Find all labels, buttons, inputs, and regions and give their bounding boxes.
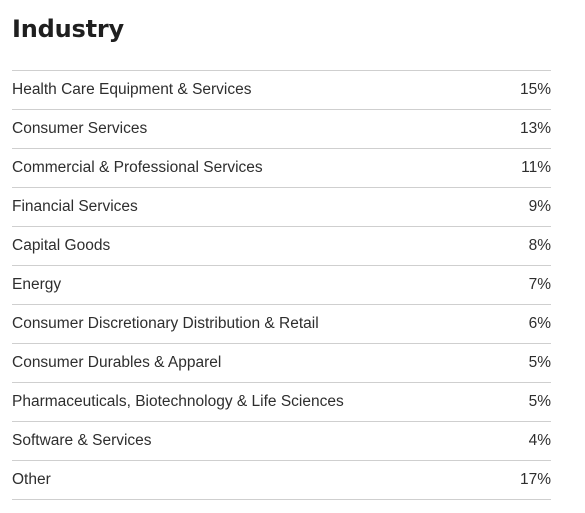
- industry-percentage: 7%: [528, 276, 551, 293]
- industry-percentage: 8%: [528, 237, 551, 254]
- table-row: Consumer Services 13%: [12, 110, 551, 149]
- industry-name: Commercial & Professional Services: [12, 159, 263, 176]
- industry-name: Capital Goods: [12, 237, 111, 254]
- table-row: Pharmaceuticals, Biotechnology & Life Sc…: [12, 383, 551, 422]
- table-row: Other 17%: [12, 461, 551, 500]
- table-row: Energy 7%: [12, 266, 551, 305]
- industry-percentage: 15%: [519, 81, 551, 98]
- industry-name: Health Care Equipment & Services: [12, 81, 252, 98]
- industry-table: Health Care Equipment & Services 15% Con…: [12, 70, 551, 500]
- table-row: Capital Goods 8%: [12, 227, 551, 266]
- industry-name: Other: [12, 471, 51, 488]
- industry-percentage: 11%: [521, 159, 551, 176]
- section-title: Industry: [12, 15, 124, 43]
- industry-percentage: 5%: [528, 393, 551, 410]
- table-row: Financial Services 9%: [12, 188, 551, 227]
- industry-percentage: 5%: [528, 354, 551, 371]
- industry-percentage: 9%: [528, 198, 551, 215]
- table-row: Commercial & Professional Services 11%: [12, 149, 551, 188]
- industry-name: Energy: [12, 276, 62, 293]
- industry-percentage: 4%: [528, 432, 551, 449]
- industry-percentage: 13%: [519, 120, 551, 137]
- table-row: Consumer Durables & Apparel 5%: [12, 344, 551, 383]
- industry-name: Pharmaceuticals, Biotechnology & Life Sc…: [12, 393, 344, 410]
- industry-percentage: 6%: [528, 315, 551, 332]
- industry-percentage: 17%: [519, 471, 551, 488]
- industry-name: Consumer Services: [12, 120, 148, 137]
- table-row: Health Care Equipment & Services 15%: [12, 71, 551, 110]
- table-row: Software & Services 4%: [12, 422, 551, 461]
- table-row: Consumer Discretionary Distribution & Re…: [12, 305, 551, 344]
- industry-name: Financial Services: [12, 198, 138, 215]
- industry-name: Consumer Discretionary Distribution & Re…: [12, 315, 319, 332]
- industry-name: Consumer Durables & Apparel: [12, 354, 222, 371]
- industry-name: Software & Services: [12, 432, 152, 449]
